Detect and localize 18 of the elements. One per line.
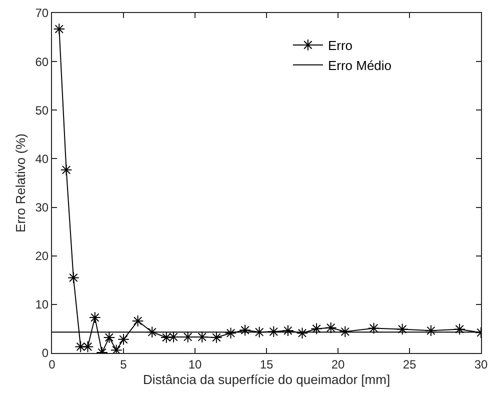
y-tick-label: 60	[35, 54, 49, 69]
y-tick-label: 30	[35, 200, 49, 214]
x-tick-label: 20	[331, 357, 345, 372]
y-axis-title: Erro Relativo (%)	[13, 134, 28, 232]
y-tick-label: 50	[35, 103, 49, 118]
x-tick-label: 15	[260, 357, 274, 372]
legend-label: Erro	[328, 38, 353, 54]
x-tick-label: 25	[402, 357, 416, 372]
y-tick-label: 70	[35, 6, 49, 20]
x-tick-label: 5	[120, 357, 128, 372]
legend-label: Erro Médio	[328, 58, 392, 73]
y-tick-label: 10	[35, 298, 49, 312]
y-tick-label: 40	[35, 152, 49, 166]
x-tick-label: 30	[474, 357, 488, 372]
y-tick-label: 20	[35, 249, 49, 264]
y-tick-label: 0	[42, 346, 49, 360]
x-tick-label: 10	[188, 357, 202, 372]
x-axis-title: Distância da superfície do queimador [mm]	[142, 372, 390, 387]
